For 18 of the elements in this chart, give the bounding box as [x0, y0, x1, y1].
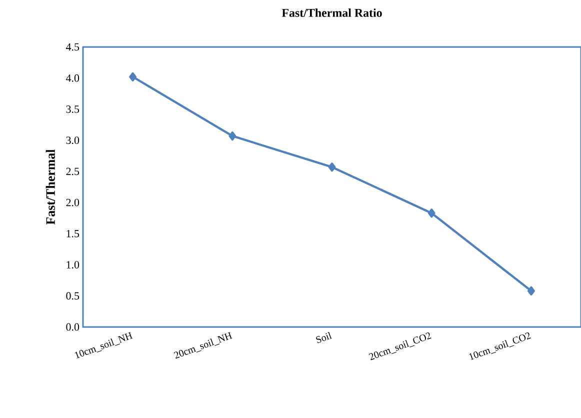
point [428, 208, 436, 218]
point [527, 286, 535, 296]
y-tick-label: 2.5 [66, 168, 80, 176]
point [228, 131, 236, 141]
y-tick-label: 1.5 [66, 230, 80, 238]
y-axis-title: Fast/Thermal [46, 149, 55, 225]
y-tick-label: 4.0 [66, 74, 80, 82]
y-tick-label: 4.5 [66, 43, 80, 51]
y-tick-label: 0.0 [66, 323, 80, 331]
point [328, 162, 336, 172]
y-tick-label: 3.5 [66, 106, 80, 113]
point [129, 72, 137, 82]
y-tick-label: 1.0 [66, 261, 80, 268]
x-tick-label: Soil [316, 332, 332, 344]
chart-title: Fast/Thermal Ratio [282, 8, 382, 17]
y-tick-label: 0.5 [66, 292, 80, 300]
y-tick-label: 3.0 [66, 136, 80, 144]
y-tick-label: 2.0 [66, 198, 80, 206]
